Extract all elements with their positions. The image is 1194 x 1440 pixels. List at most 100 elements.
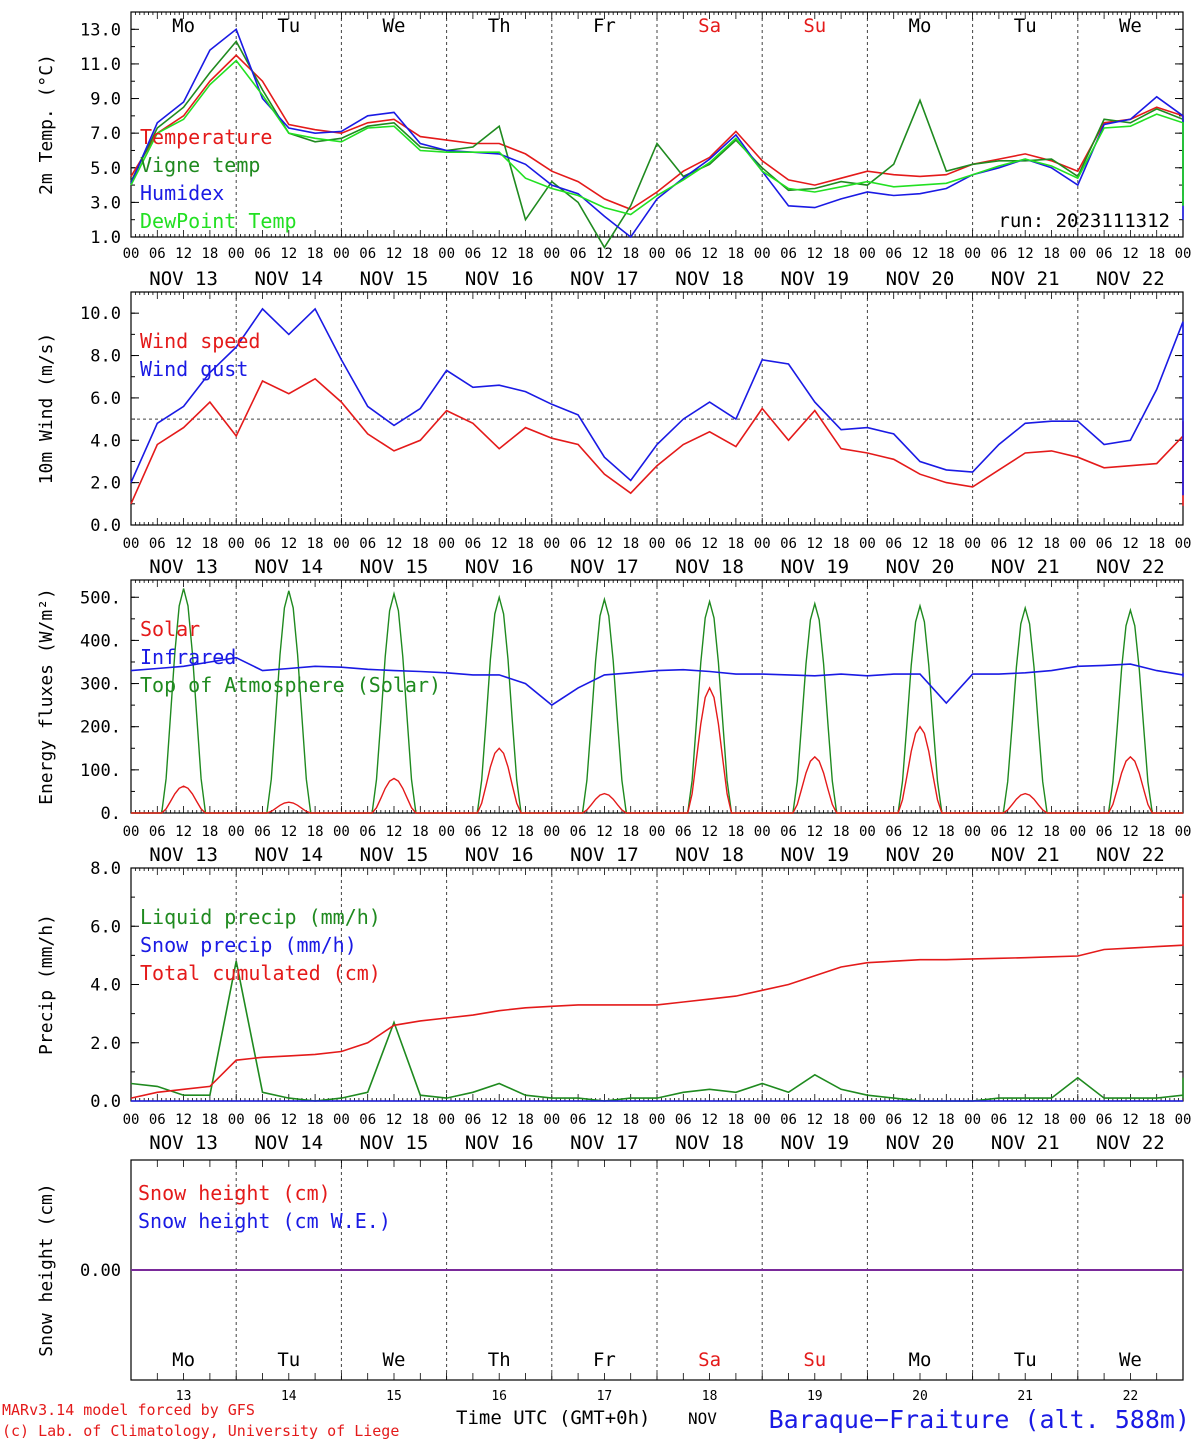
hour-label: 00 — [1069, 536, 1086, 552]
hour-label: 00 — [964, 536, 981, 552]
date-label: NOV 18 — [675, 556, 744, 578]
hour-label: 06 — [149, 246, 166, 262]
y-tick-label: 11.0 — [80, 55, 121, 75]
date-label: NOV 15 — [360, 556, 429, 578]
y-tick-label: 4.0 — [90, 976, 121, 996]
date-label: NOV 20 — [886, 268, 955, 290]
hour-label: 00 — [964, 246, 981, 262]
hour-label: 00 — [543, 246, 560, 262]
hour-label: 06 — [149, 536, 166, 552]
date-label: NOV 14 — [254, 1132, 323, 1154]
y-tick-label: 2.0 — [90, 474, 121, 494]
hour-label: 06 — [464, 536, 481, 552]
hour-label: 00 — [333, 824, 350, 840]
hour-label: 00 — [754, 246, 771, 262]
hour-label: 06 — [1096, 536, 1113, 552]
hour-label: 00 — [859, 246, 876, 262]
hour-label: 18 — [517, 1112, 534, 1128]
day-name: Sa — [698, 1349, 721, 1371]
day-number: 22 — [1123, 1389, 1139, 1404]
date-label: NOV 16 — [465, 268, 534, 290]
y-tick-label: 0.0 — [90, 516, 121, 536]
station-name: Baraque−Fraiture (alt. 588m) — [769, 1405, 1190, 1434]
hour-label: 00 — [228, 824, 245, 840]
y-axis-label: 10m Wind (m/s) — [36, 333, 57, 485]
hour-label: 00 — [964, 824, 981, 840]
date-label: NOV 19 — [780, 844, 849, 866]
hour-label: 12 — [596, 246, 613, 262]
date-label: NOV 13 — [149, 844, 218, 866]
hour-label: 18 — [833, 536, 850, 552]
hour-label: 00 — [1175, 1112, 1192, 1128]
hour-label: 18 — [307, 1112, 324, 1128]
date-label: NOV 18 — [675, 844, 744, 866]
hour-label: 00 — [754, 536, 771, 552]
hour-label: 00 — [228, 1112, 245, 1128]
hour-label: 18 — [412, 1112, 429, 1128]
hour-label: 00 — [333, 1112, 350, 1128]
y-axis-label: Snow height (cm) — [36, 1183, 57, 1356]
legend-entry: Infrared — [140, 645, 236, 669]
hour-label: 18 — [1043, 824, 1060, 840]
y-tick-label: 9.0 — [90, 90, 121, 110]
hour-label: 12 — [701, 824, 718, 840]
day-name: We — [1119, 15, 1142, 37]
hour-label: 12 — [1122, 1112, 1139, 1128]
date-label: NOV 17 — [570, 844, 639, 866]
y-tick-label: 6.0 — [90, 389, 121, 409]
hour-label: 06 — [885, 246, 902, 262]
hour-label: 00 — [333, 536, 350, 552]
hour-label: 06 — [990, 246, 1007, 262]
legend-entry: Snow height (cm W.E.) — [138, 1209, 391, 1233]
hour-label: 06 — [254, 1112, 271, 1128]
hour-label: 06 — [675, 824, 692, 840]
y-tick-label: 13.0 — [80, 20, 121, 40]
hour-label: 06 — [464, 824, 481, 840]
y-tick-label: 2.0 — [90, 1034, 121, 1054]
hour-label: 12 — [280, 536, 297, 552]
hour-label: 12 — [386, 1112, 403, 1128]
hour-label: 06 — [675, 1112, 692, 1128]
y-axis-label: Precip (mm/h) — [36, 914, 57, 1055]
day-number: 16 — [491, 1389, 507, 1404]
legend-entry: Wind gust — [140, 357, 248, 381]
hour-label: 18 — [201, 1112, 218, 1128]
day-name: Mo — [909, 1349, 932, 1371]
hour-label: 12 — [175, 536, 192, 552]
panel-2: 0.0 2.0 4.0 6.0 8.0 10.0 10m Wind (m/s) Wind sp… — [36, 291, 1184, 536]
hour-label: 06 — [570, 824, 587, 840]
hour-label: 06 — [570, 1112, 587, 1128]
hour-label: 06 — [780, 824, 797, 840]
day-name: Th — [488, 15, 511, 37]
y-tick-label: 6.0 — [90, 917, 121, 937]
hour-label: 12 — [280, 246, 297, 262]
hour-label: 00 — [859, 1112, 876, 1128]
hour-label: 18 — [1043, 1112, 1060, 1128]
day-number: 17 — [597, 1389, 613, 1404]
date-label: NOV 22 — [1096, 268, 1165, 290]
day-number: 19 — [807, 1389, 823, 1404]
hour-label: 18 — [833, 246, 850, 262]
y-tick-label: 10.0 — [80, 304, 121, 324]
date-label: NOV 20 — [886, 556, 955, 578]
hour-label: 18 — [622, 824, 639, 840]
hour-label: 12 — [806, 824, 823, 840]
hour-label: 06 — [359, 246, 376, 262]
y-tick-label: 100. — [80, 761, 121, 781]
hour-label: 12 — [491, 824, 508, 840]
hour-label: 00 — [333, 246, 350, 262]
hour-label: 18 — [622, 1112, 639, 1128]
hour-label: 00 — [438, 536, 455, 552]
date-label: NOV 13 — [149, 556, 218, 578]
date-label: NOV 22 — [1096, 844, 1165, 866]
legend-entry: DewPoint Temp — [140, 209, 297, 233]
hour-label: 00 — [438, 824, 455, 840]
hour-label: 12 — [806, 1112, 823, 1128]
series-line-total-cumulated-cm- — [130, 894, 1184, 1099]
y-tick-label: 500. — [80, 588, 121, 608]
hour-label: 12 — [806, 246, 823, 262]
legend-entry: Total cumulated (cm) — [140, 961, 381, 985]
y-tick-label: 0.00 — [80, 1261, 121, 1281]
run-label: run: 2023111312 — [998, 210, 1170, 232]
hour-label: 06 — [885, 824, 902, 840]
